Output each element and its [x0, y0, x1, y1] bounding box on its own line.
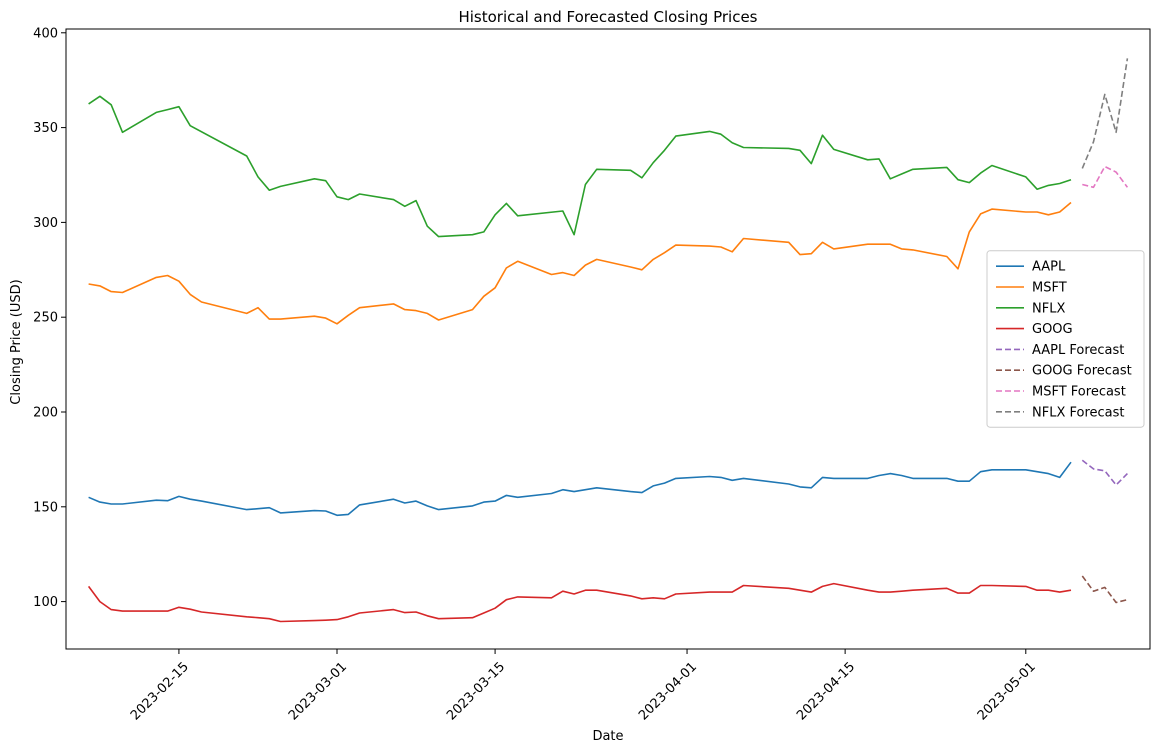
y-axis: 100 150 200 250 300 350 400 — [33, 26, 66, 610]
legend: AAPL MSFT NFLX GOOG AAPL Forecast GOOG Foreca… — [986, 250, 1145, 428]
y-axis-label: Closing Price (USD) — [9, 279, 24, 404]
series-line-msft — [88, 201, 1072, 325]
chart-title: Historical and Forecasted Closing Prices — [458, 8, 757, 26]
plot-area — [87, 58, 1129, 623]
plot-frame — [65, 28, 1151, 650]
y-tick-label: 250 — [33, 311, 58, 326]
series-line-aapl — [88, 461, 1072, 517]
legend-label-aapl-forecast: AAPL Forecast — [1032, 343, 1124, 358]
legend-label-nflx: NFLX — [1032, 301, 1065, 316]
series-line-nflx-forecast — [1081, 58, 1129, 169]
series-line-aapl-forecast — [1081, 459, 1128, 486]
legend-label-msft: MSFT — [1032, 281, 1067, 296]
y-tick-label: 150 — [33, 500, 58, 515]
y-tick-label: 200 — [33, 405, 58, 420]
legend-label-aapl: AAPL — [1032, 260, 1066, 275]
legend-box — [986, 250, 1145, 428]
x-axis-label: Date — [592, 729, 623, 744]
series-line-nflx — [88, 95, 1072, 238]
legend-label-nflx-forecast: NFLX Forecast — [1032, 405, 1125, 420]
y-tick-label: 400 — [33, 26, 58, 41]
legend-label-goog-forecast: GOOG Forecast — [1032, 364, 1132, 379]
series-line-goog-forecast — [1081, 575, 1128, 604]
y-tick-label: 350 — [33, 121, 58, 136]
series-line-goog — [87, 582, 1072, 623]
legend-label-goog: GOOG — [1032, 322, 1073, 337]
legend-label-msft-forecast: MSFT Forecast — [1032, 385, 1126, 400]
series-line-msft-forecast — [1082, 165, 1129, 189]
y-tick-label: 100 — [33, 595, 58, 610]
y-tick-label: 300 — [33, 216, 58, 231]
